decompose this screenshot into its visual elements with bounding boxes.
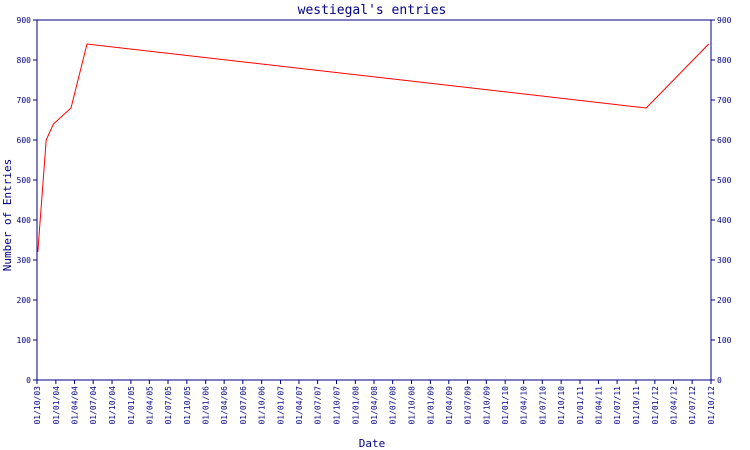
y-tick-label-left: 900 [17, 16, 32, 25]
x-tick-label: 01/04/09 [445, 386, 454, 425]
x-tick-label: 01/07/04 [89, 386, 98, 425]
x-tick-label: 01/10/06 [258, 386, 267, 425]
x-tick-label: 01/04/10 [520, 386, 529, 425]
x-tick-label: 01/10/07 [332, 386, 341, 425]
x-tick-label: 01/01/05 [127, 386, 136, 425]
x-tick-label: 01/10/04 [108, 386, 117, 425]
x-tick-label: 01/10/08 [408, 386, 417, 425]
x-axis-label: Date [359, 437, 386, 450]
x-tick-label: 01/01/11 [576, 386, 585, 425]
x-tick-label: 01/10/10 [557, 386, 566, 425]
x-tick-label: 01/07/09 [463, 386, 472, 425]
y-axis-label: Number of Entries [1, 159, 14, 272]
x-tick-label: 01/01/09 [426, 386, 435, 425]
y-tick-label-right: 400 [717, 216, 732, 225]
x-tick-label: 01/10/03 [33, 386, 42, 425]
y-tick-label-left: 400 [17, 216, 32, 225]
x-tick-label: 01/04/08 [370, 386, 379, 425]
x-tick-label: 01/01/10 [501, 386, 510, 425]
x-tick-label: 01/10/09 [482, 386, 491, 425]
x-tick-label: 01/07/07 [314, 386, 323, 425]
x-tick-label: 01/07/12 [688, 386, 697, 425]
y-tick-label-right: 100 [717, 336, 732, 345]
x-tick-label: 01/04/07 [295, 386, 304, 425]
y-tick-label-right: 900 [717, 16, 732, 25]
y-tick-label-right: 500 [717, 176, 732, 185]
chart-title: westiegal's entries [298, 3, 447, 18]
y-tick-label-left: 800 [17, 56, 32, 65]
y-tick-label-left: 0 [26, 376, 31, 385]
x-tick-label: 01/10/12 [707, 386, 716, 425]
plot-area [36, 19, 712, 381]
x-tick-label: 01/04/05 [145, 386, 154, 425]
y-tick-label-right: 600 [717, 136, 732, 145]
x-tick-label: 01/04/04 [71, 386, 80, 425]
y-tick-label-right: 0 [717, 376, 722, 385]
y-tick-label-left: 500 [17, 176, 32, 185]
y-tick-label-left: 300 [17, 256, 32, 265]
x-tick-label: 01/07/06 [239, 386, 248, 425]
y-tick-label-left: 100 [17, 336, 32, 345]
x-tick-label: 01/01/04 [52, 386, 61, 425]
y-tick-label-right: 200 [717, 296, 732, 305]
x-tick-label: 01/04/06 [220, 386, 229, 425]
x-tick-label: 01/07/05 [164, 386, 173, 425]
y-tick-label-left: 200 [17, 296, 32, 305]
x-tick-label: 01/01/08 [351, 386, 360, 425]
x-tick-label: 01/07/08 [389, 386, 398, 425]
y-tick-label-right: 700 [717, 96, 732, 105]
y-tick-label-right: 300 [717, 256, 732, 265]
y-tick-label-left: 600 [17, 136, 32, 145]
x-tick-label: 01/01/06 [202, 386, 211, 425]
x-tick-label: 01/04/11 [594, 386, 603, 425]
x-tick-label: 01/01/12 [651, 386, 660, 425]
series-line [37, 43, 710, 253]
x-tick-label: 01/04/12 [669, 386, 678, 425]
y-tick-label-left: 700 [17, 96, 32, 105]
x-tick-label: 01/01/07 [277, 386, 286, 425]
y-tick-label-right: 800 [717, 56, 732, 65]
x-tick-label: 01/07/11 [613, 386, 622, 425]
x-tick-label: 01/10/05 [183, 386, 192, 425]
x-tick-label: 01/10/11 [632, 386, 641, 425]
x-tick-label: 01/07/10 [538, 386, 547, 425]
